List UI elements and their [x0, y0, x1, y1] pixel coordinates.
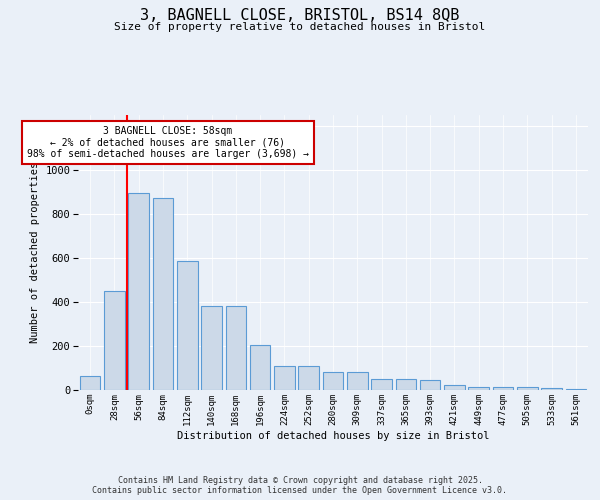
Bar	[517, 387, 538, 390]
Text: Contains HM Land Registry data © Crown copyright and database right 2025.
Contai: Contains HM Land Registry data © Crown c…	[92, 476, 508, 495]
Bar	[250, 345, 271, 390]
Bar	[541, 388, 562, 390]
Bar	[177, 262, 197, 390]
Bar	[274, 366, 295, 390]
Bar	[323, 372, 343, 390]
X-axis label: Distribution of detached houses by size in Bristol: Distribution of detached houses by size …	[177, 430, 489, 440]
Text: 3 BAGNELL CLOSE: 58sqm
← 2% of detached houses are smaller (76)
98% of semi-deta: 3 BAGNELL CLOSE: 58sqm ← 2% of detached …	[27, 126, 309, 159]
Bar	[152, 198, 173, 390]
Bar	[420, 380, 440, 390]
Bar	[298, 366, 319, 390]
Bar	[371, 379, 392, 390]
Bar	[104, 291, 125, 390]
Y-axis label: Number of detached properties: Number of detached properties	[30, 162, 40, 343]
Bar	[444, 385, 465, 390]
Bar	[566, 389, 586, 390]
Bar	[469, 386, 489, 390]
Bar	[395, 380, 416, 390]
Text: Size of property relative to detached houses in Bristol: Size of property relative to detached ho…	[115, 22, 485, 32]
Bar	[128, 193, 149, 390]
Bar	[201, 306, 222, 390]
Bar	[226, 306, 246, 390]
Bar	[493, 386, 514, 390]
Bar	[80, 376, 100, 390]
Bar	[347, 372, 368, 390]
Text: 3, BAGNELL CLOSE, BRISTOL, BS14 8QB: 3, BAGNELL CLOSE, BRISTOL, BS14 8QB	[140, 8, 460, 22]
